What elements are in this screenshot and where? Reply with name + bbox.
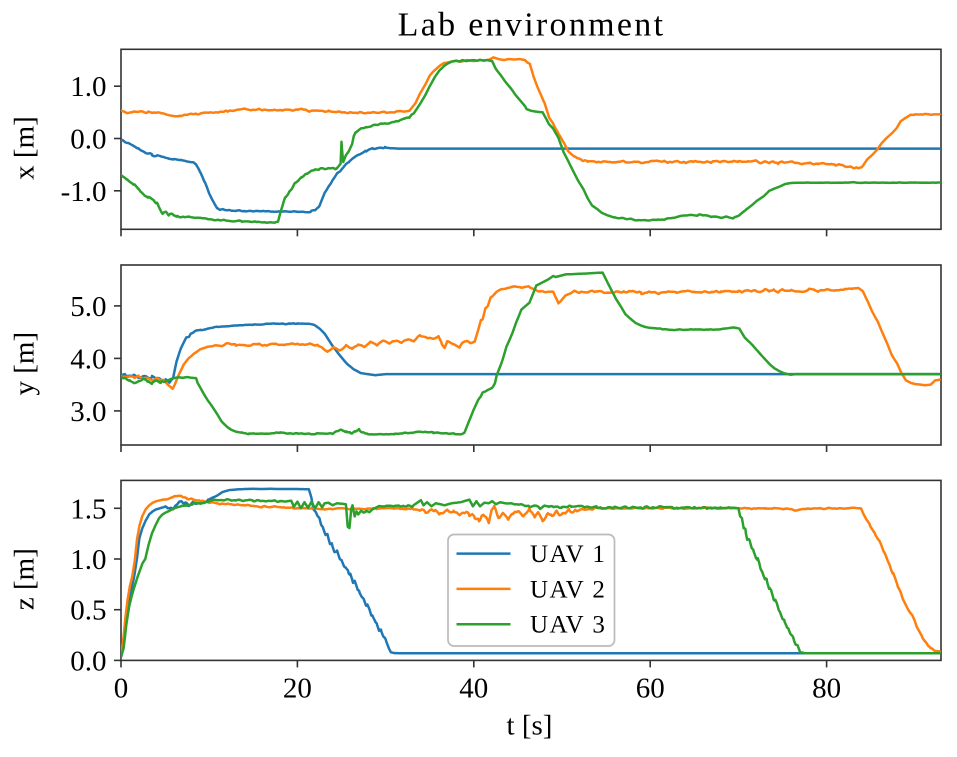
svg-text:40: 40: [459, 673, 488, 705]
svg-text:Lab environment: Lab environment: [398, 7, 666, 44]
svg-text:0.5: 0.5: [70, 595, 106, 627]
svg-text:UAV 2: UAV 2: [530, 576, 606, 603]
svg-text:UAV 3: UAV 3: [530, 612, 606, 639]
svg-text:1.0: 1.0: [70, 544, 106, 576]
svg-text:0.0: 0.0: [70, 124, 106, 156]
svg-text:0: 0: [114, 673, 129, 705]
svg-text:z [m]: z [m]: [8, 548, 40, 610]
svg-text:t [s]: t [s]: [507, 710, 553, 742]
svg-text:5.0: 5.0: [70, 291, 106, 323]
svg-text:y [m]: y [m]: [8, 332, 40, 396]
svg-text:-1.0: -1.0: [61, 176, 107, 208]
svg-text:x [m]: x [m]: [8, 116, 40, 180]
svg-text:60: 60: [636, 673, 665, 705]
svg-text:3.0: 3.0: [70, 396, 106, 428]
svg-text:0.0: 0.0: [70, 645, 106, 677]
svg-text:80: 80: [812, 673, 841, 705]
svg-text:1.5: 1.5: [70, 493, 106, 525]
svg-text:20: 20: [283, 673, 312, 705]
svg-text:4.0: 4.0: [70, 343, 106, 375]
svg-text:UAV 1: UAV 1: [530, 541, 606, 568]
svg-text:1.0: 1.0: [70, 71, 106, 103]
